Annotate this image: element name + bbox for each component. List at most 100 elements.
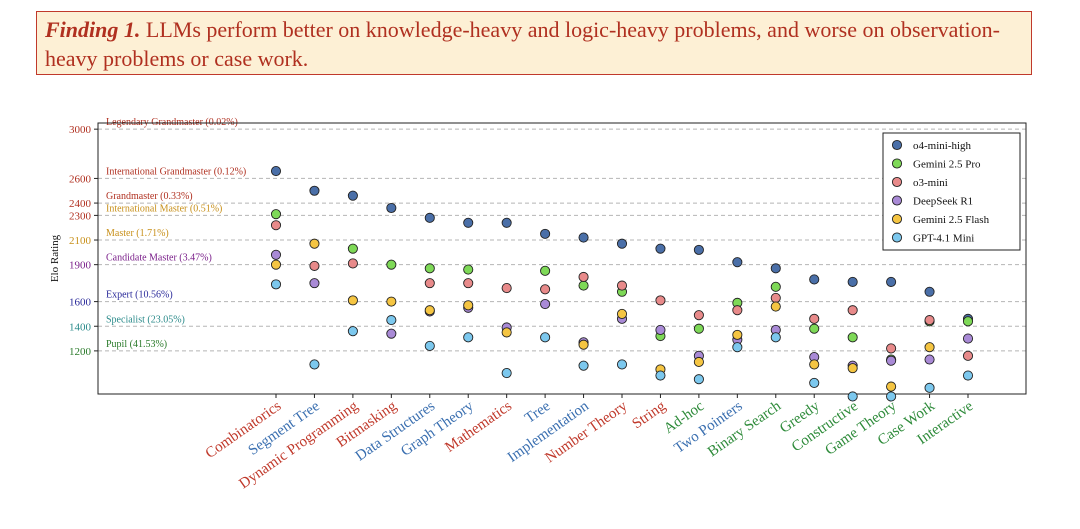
data-point — [770, 263, 781, 274]
data-point — [809, 359, 820, 370]
data-point — [270, 220, 282, 231]
data-point — [693, 323, 704, 334]
legend-marker — [891, 213, 903, 225]
data-point — [962, 333, 974, 344]
data-point — [463, 300, 474, 311]
finding-lead: Finding 1. — [45, 17, 141, 42]
data-point — [270, 279, 282, 290]
data-point — [309, 238, 320, 249]
legend-marker — [891, 232, 903, 243]
data-point — [386, 259, 397, 270]
data-point — [770, 281, 781, 292]
data-point — [847, 305, 858, 316]
data-point — [924, 286, 935, 297]
data-point — [962, 350, 974, 361]
data-point — [616, 280, 628, 291]
legend-label: o3-mini — [913, 177, 948, 189]
y-tick-label: 3000 — [69, 124, 92, 136]
y-tick-label: 1600 — [69, 297, 92, 309]
data-point — [578, 339, 589, 350]
data-point — [309, 185, 320, 196]
data-point — [655, 243, 666, 254]
data-point — [616, 238, 628, 249]
finding-box: Finding 1. LLMs perform better on knowle… — [36, 11, 1032, 75]
data-point — [424, 212, 435, 223]
legend-marker — [891, 139, 903, 151]
data-point — [655, 324, 666, 335]
data-point — [962, 370, 974, 381]
data-point — [463, 278, 474, 289]
data-point — [386, 202, 397, 214]
rank-label: Master (1.71%) — [106, 228, 169, 239]
data-point — [540, 228, 551, 239]
data-point — [501, 283, 512, 294]
data-point — [655, 295, 666, 306]
y-tick-label: 2300 — [69, 210, 92, 222]
y-axis-label: Elo Rating — [49, 234, 61, 282]
data-point — [270, 259, 282, 270]
data-point — [962, 316, 974, 327]
data-point — [809, 377, 820, 388]
data-point — [578, 271, 589, 283]
data-point — [270, 209, 282, 220]
rank-label: Specialist (23.05%) — [106, 314, 185, 325]
data-point — [347, 190, 358, 201]
data-point — [732, 305, 743, 316]
data-point — [655, 370, 666, 381]
legend-marker — [891, 176, 903, 188]
data-point — [540, 299, 551, 310]
legend-marker — [891, 195, 903, 206]
points-layer — [270, 165, 974, 402]
data-point — [501, 327, 512, 338]
data-point — [924, 382, 935, 393]
data-point — [847, 363, 858, 374]
data-point — [693, 374, 704, 385]
data-point — [809, 274, 820, 285]
data-point — [501, 368, 512, 379]
data-point — [886, 343, 897, 354]
data-point — [809, 313, 820, 324]
y-tick-label: 2100 — [69, 235, 92, 247]
y-tick-label: 1900 — [69, 260, 92, 272]
legend-label: Gemini 2.5 Flash — [913, 214, 990, 226]
rank-label: Pupil (41.53%) — [106, 339, 167, 350]
data-point — [732, 342, 743, 353]
data-point — [463, 264, 474, 275]
legend-box — [882, 132, 1021, 251]
data-point — [847, 276, 858, 287]
data-point — [347, 326, 358, 337]
data-point — [347, 258, 358, 269]
y-tick-label: 1400 — [69, 321, 92, 333]
data-point — [578, 360, 589, 371]
data-point — [309, 260, 320, 271]
data-point — [847, 332, 858, 343]
rank-label: International Master (0.51%) — [106, 203, 222, 214]
data-point — [770, 301, 781, 312]
data-point — [924, 342, 935, 353]
data-point — [347, 243, 358, 254]
data-point — [770, 332, 781, 343]
data-point — [886, 276, 897, 287]
legend-label: DeepSeek R1 — [913, 196, 973, 208]
legend-label: GPT-4.1 Mini — [913, 233, 974, 245]
data-point — [924, 354, 935, 365]
data-point — [386, 328, 397, 339]
data-point — [616, 359, 628, 370]
data-point — [924, 315, 935, 326]
legend-label: Gemini 2.5 Pro — [913, 159, 981, 171]
rank-label: International Grandmaster (0.12%) — [106, 166, 246, 177]
data-point — [424, 340, 435, 352]
data-point — [693, 310, 704, 321]
data-point — [578, 280, 589, 291]
rank-label: Candidate Master (3.47%) — [106, 253, 212, 264]
data-point — [386, 315, 397, 326]
grid-layer: Legendary Grandmaster (0.02%)Internation… — [98, 117, 1026, 352]
data-point — [424, 305, 435, 316]
data-point — [886, 391, 897, 402]
legend: o4-mini-high Gemini 2.5 Pro o3-mini DeepSee… — [882, 132, 1021, 251]
data-point — [540, 265, 551, 276]
data-point — [809, 323, 820, 334]
data-point — [886, 355, 897, 366]
